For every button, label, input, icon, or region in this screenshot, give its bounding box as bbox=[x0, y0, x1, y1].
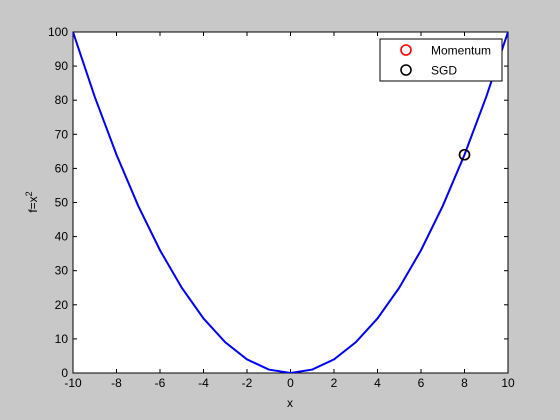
x-tick-label: 8 bbox=[461, 376, 468, 390]
marker-sgd bbox=[458, 148, 471, 161]
plot-area bbox=[72, 31, 509, 374]
x-tick-label: 6 bbox=[418, 376, 425, 390]
x-tick-label: -8 bbox=[111, 376, 122, 390]
y-tick-label: 50 bbox=[55, 196, 69, 210]
y-axis-label: f=x2 bbox=[24, 191, 40, 212]
series-markers bbox=[458, 148, 471, 161]
y-tick-label: 90 bbox=[55, 59, 69, 73]
y-axis-label-superscript: 2 bbox=[24, 191, 34, 196]
x-tick-label: 4 bbox=[374, 376, 381, 390]
x-tick-label: -10 bbox=[64, 376, 82, 390]
y-tick-label: 60 bbox=[55, 161, 69, 175]
parabola-line bbox=[73, 32, 508, 373]
y-tick-label: 0 bbox=[61, 366, 68, 380]
legend: Momentum SGD bbox=[379, 38, 503, 82]
y-tick-label: 10 bbox=[55, 332, 69, 346]
y-tick-label: 30 bbox=[55, 264, 69, 278]
x-axis: -10 -8 -6 -4 -2 0 2 4 6 8 10 bbox=[64, 32, 515, 390]
y-tick-label: 20 bbox=[55, 298, 69, 312]
y-tick-label: 40 bbox=[55, 230, 69, 244]
y-tick-label: 70 bbox=[55, 127, 69, 141]
x-tick-label: -2 bbox=[242, 376, 253, 390]
x-tick-label: 2 bbox=[331, 376, 338, 390]
x-tick-label: 0 bbox=[287, 376, 294, 390]
legend-box bbox=[379, 38, 503, 82]
legend-label-momentum: Momentum bbox=[431, 44, 491, 58]
legend-label-sgd: SGD bbox=[431, 64, 457, 78]
legend-marker-momentum bbox=[400, 44, 412, 56]
x-tick-label: -4 bbox=[198, 376, 209, 390]
y-axis-label-base: f=x bbox=[26, 196, 40, 212]
legend-marker-sgd bbox=[400, 64, 412, 76]
y-tick-label: 80 bbox=[55, 93, 69, 107]
y-tick-label: 100 bbox=[48, 25, 68, 39]
x-tick-label: 10 bbox=[501, 376, 515, 390]
x-axis-label: x bbox=[287, 396, 293, 410]
y-axis: 0 10 20 30 40 50 60 70 80 90 100 bbox=[48, 25, 508, 380]
x-tick-label: -6 bbox=[155, 376, 166, 390]
